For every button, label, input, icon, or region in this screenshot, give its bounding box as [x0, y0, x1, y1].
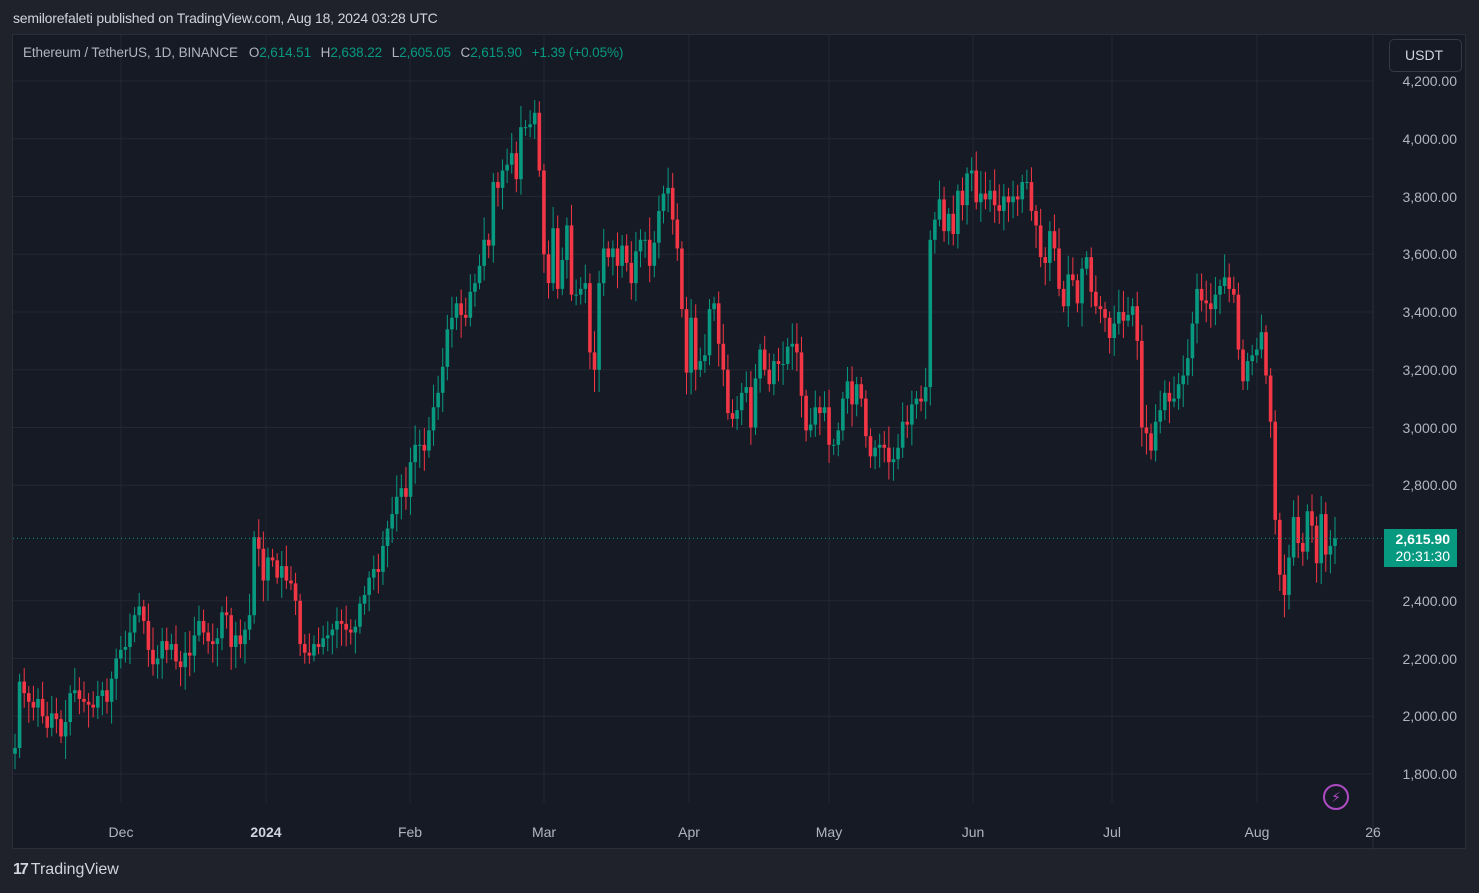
time-tick-label: Apr [678, 824, 700, 840]
time-tick-label: Feb [397, 824, 423, 840]
tv-logo-text: TradingView [30, 861, 119, 878]
close-label: C [460, 45, 471, 60]
time-tick-label: May [815, 824, 843, 840]
price-tick-label: 3,000.00 [1402, 419, 1458, 436]
lightning-icon[interactable]: ⚡ [1323, 784, 1349, 810]
bar-countdown: 20:31:30 [1395, 548, 1451, 564]
low-value: 2,605.05 [399, 45, 451, 60]
price-tick-label: 4,000.00 [1402, 130, 1458, 147]
high-label: H [320, 45, 331, 60]
price-tick-label: 2,200.00 [1402, 650, 1458, 667]
time-tick-label: Jun [961, 824, 985, 840]
price-tick-label: 4,200.00 [1402, 73, 1458, 89]
tv-logo-icon: 17 [13, 861, 29, 878]
time-tick-label: Aug [1244, 824, 1270, 840]
time-tick-label: Mar [531, 824, 557, 840]
candlestick-chart[interactable] [13, 35, 1467, 850]
change-value: +1.39 (+0.05%) [531, 45, 624, 60]
open-label: O [248, 45, 260, 60]
tradingview-logo[interactable]: 17 TradingView [13, 861, 119, 879]
price-tick-label: 2,400.00 [1402, 592, 1458, 609]
last-price-tag: 2,615.90 20:31:30 [1384, 529, 1457, 567]
price-tick-label: 2,800.00 [1402, 477, 1458, 494]
currency-button[interactable]: USDT [1389, 39, 1462, 72]
chart-panel[interactable]: Ethereum / TetherUS, 1D, BINANCE O2,614.… [12, 34, 1467, 850]
time-tick-label: 26 [1365, 824, 1381, 840]
price-tick-label: 1,800.00 [1402, 766, 1458, 782]
price-tick-label: 3,600.00 [1402, 246, 1458, 263]
published-by-line: semilorefaleti published on TradingView.… [13, 10, 438, 26]
symbol-legend: Ethereum / TetherUS, 1D, BINANCE O2,614.… [23, 45, 623, 60]
price-tick-label: 3,200.00 [1402, 361, 1458, 378]
time-tick-label: Dec [108, 824, 134, 840]
price-tick-label: 3,800.00 [1402, 188, 1458, 205]
high-value: 2,638.22 [330, 45, 383, 60]
open-value: 2,614.51 [259, 45, 311, 60]
time-tick-label: 2024 [250, 824, 282, 840]
last-price: 2,615.90 [1395, 531, 1451, 547]
symbol-title: Ethereum / TetherUS, 1D, BINANCE [23, 45, 238, 60]
time-tick-label: Jul [1103, 824, 1121, 840]
close-value: 2,615.90 [470, 45, 522, 60]
price-tick-label: 2,000.00 [1402, 708, 1458, 725]
low-label: L [391, 45, 400, 60]
price-tick-label: 3,400.00 [1402, 304, 1458, 320]
